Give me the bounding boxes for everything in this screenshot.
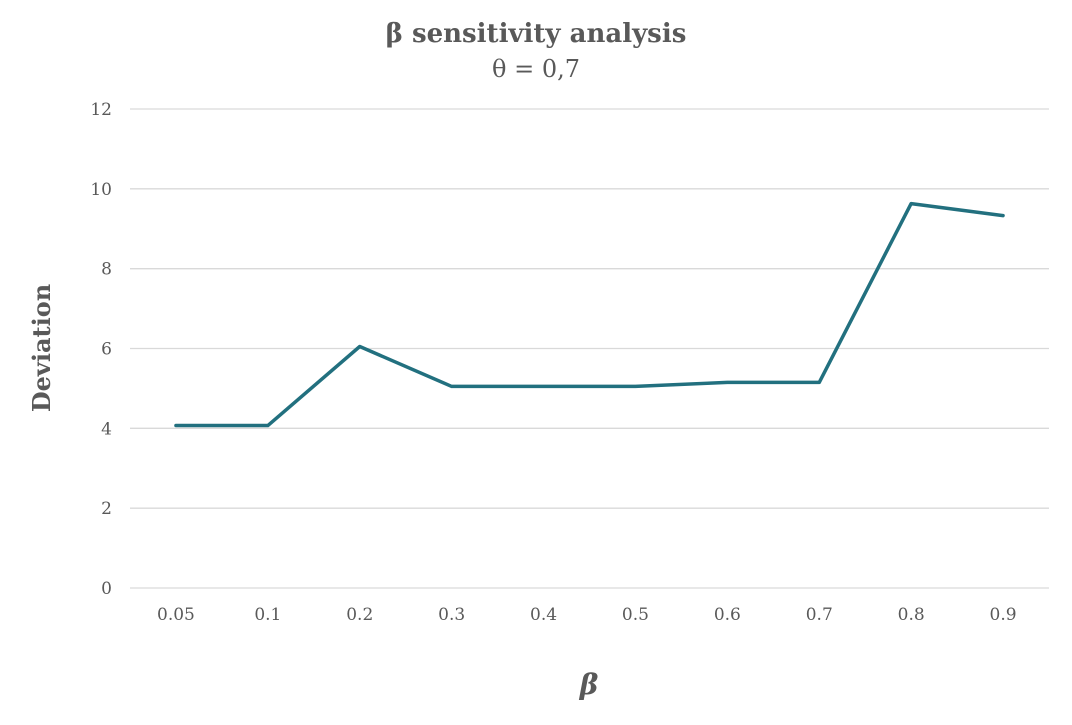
y-tick-label: 6 [101, 340, 112, 360]
chart-title: β sensitivity analysis [386, 19, 687, 49]
x-tick-label: 0.4 [530, 605, 557, 625]
x-tick-label: 0.05 [157, 605, 195, 625]
y-tick-label: 4 [101, 419, 112, 439]
chart-title-group: β sensitivity analysis θ = 0,7 [386, 19, 687, 83]
x-tick-label: 0.3 [438, 605, 465, 625]
x-tick-label: 0.5 [622, 605, 649, 625]
series-layer [174, 201, 1005, 428]
y-tick-label: 8 [101, 260, 112, 280]
y-axis-tick-labels: 0 2 4 6 8 10 12 [90, 100, 112, 599]
y-tick-label: 12 [90, 100, 112, 120]
x-axis-title: β [579, 668, 599, 701]
x-tick-label: 0.1 [254, 605, 281, 625]
gridlines [130, 108, 1049, 589]
x-tick-label: 0.2 [346, 605, 373, 625]
x-tick-label: 0.8 [898, 605, 925, 625]
x-tick-label: 0.7 [806, 605, 833, 625]
x-axis-tick-labels: 0.05 0.1 0.2 0.3 0.4 0.5 0.6 0.7 0.8 0.9 [157, 605, 1017, 625]
x-tick-label: 0.9 [990, 605, 1017, 625]
y-axis-title: Deviation [27, 284, 56, 412]
y-tick-label: 10 [90, 180, 112, 200]
y-tick-label: 0 [101, 579, 112, 599]
chart-subtitle: θ = 0,7 [492, 55, 580, 83]
y-tick-label: 2 [101, 499, 112, 519]
x-tick-label: 0.6 [714, 605, 741, 625]
series-line-0 [174, 201, 1005, 428]
